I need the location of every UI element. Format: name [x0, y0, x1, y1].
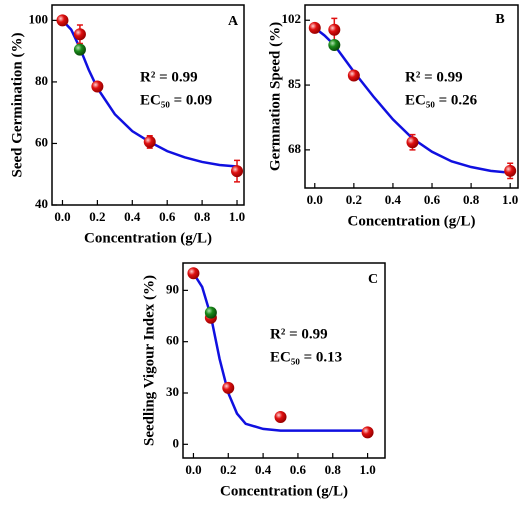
y-tick-label: 40: [35, 196, 48, 211]
x-tick-label: 1.0: [229, 209, 245, 224]
x-axis-label: Concentration (g/L): [220, 483, 348, 499]
data-point: [504, 164, 517, 177]
data-point: [328, 23, 341, 36]
x-tick-label: 0.6: [290, 462, 307, 477]
y-axis-label: Germnation Speed (%): [267, 22, 283, 171]
annotation: EC₅₀ = 0.09: [140, 92, 212, 108]
x-tick-label: 0.4: [255, 462, 272, 477]
annotation: R² = 0.99: [140, 69, 198, 85]
plot-frame: [182, 262, 386, 459]
annotation: EC₅₀ = 0.26: [405, 92, 478, 108]
data-point: [328, 39, 341, 52]
fit-curve: [192, 272, 368, 432]
y-tick-label: 102: [282, 11, 302, 26]
x-tick-label: 0.0: [185, 462, 201, 477]
panel-letter: B: [495, 12, 504, 27]
x-axis-label: Concentration (g/L): [348, 213, 476, 229]
data-point: [204, 306, 217, 319]
annotation: R² = 0.99: [405, 69, 463, 85]
x-tick-label: 1.0: [359, 462, 375, 477]
data-point: [187, 267, 200, 280]
data-point: [274, 410, 287, 423]
x-tick-label: 0.8: [325, 462, 342, 477]
y-tick-label: 30: [166, 384, 179, 399]
data-point: [222, 381, 235, 394]
y-tick-label: 100: [29, 11, 49, 26]
x-tick-label: 0.8: [194, 209, 211, 224]
annotation: R² = 0.99: [270, 326, 328, 342]
data-point: [143, 135, 156, 148]
data-point: [91, 80, 104, 93]
x-tick-label: 0.2: [220, 462, 236, 477]
data-point: [347, 69, 360, 82]
x-tick-label: 0.0: [54, 209, 70, 224]
x-tick-label: 0.0: [307, 192, 323, 207]
panel-letter: A: [228, 14, 239, 29]
y-tick-label: 60: [166, 333, 179, 348]
data-point: [73, 43, 86, 56]
x-tick-label: 0.4: [385, 192, 402, 207]
y-tick-label: 68: [288, 141, 302, 156]
plot-frame: [304, 4, 519, 189]
x-axis-label: Concentration (g/L): [84, 230, 212, 246]
data-point: [73, 28, 86, 41]
annotation: EC₅₀ = 0.13: [270, 349, 342, 365]
x-tick-label: 0.4: [124, 209, 141, 224]
data-point: [231, 165, 244, 178]
data-point: [308, 21, 321, 34]
y-tick-label: 60: [35, 134, 48, 149]
plot-frame: [51, 4, 245, 206]
data-point: [56, 14, 69, 27]
x-tick-label: 0.2: [346, 192, 362, 207]
x-tick-label: 1.0: [502, 192, 518, 207]
x-tick-label: 0.6: [424, 192, 441, 207]
data-point: [406, 136, 419, 149]
y-tick-label: 85: [288, 76, 302, 91]
y-tick-label: 0: [173, 435, 180, 450]
y-axis-label: Seedling Vigour Index (%): [141, 275, 157, 446]
x-tick-label: 0.2: [89, 209, 105, 224]
x-tick-label: 0.6: [159, 209, 176, 224]
y-tick-label: 80: [35, 73, 48, 88]
x-tick-label: 0.8: [463, 192, 480, 207]
y-tick-label: 90: [166, 281, 179, 296]
data-point: [361, 426, 374, 439]
y-axis-label: Seed Germination (%): [9, 33, 25, 178]
panel-letter: C: [368, 272, 378, 287]
